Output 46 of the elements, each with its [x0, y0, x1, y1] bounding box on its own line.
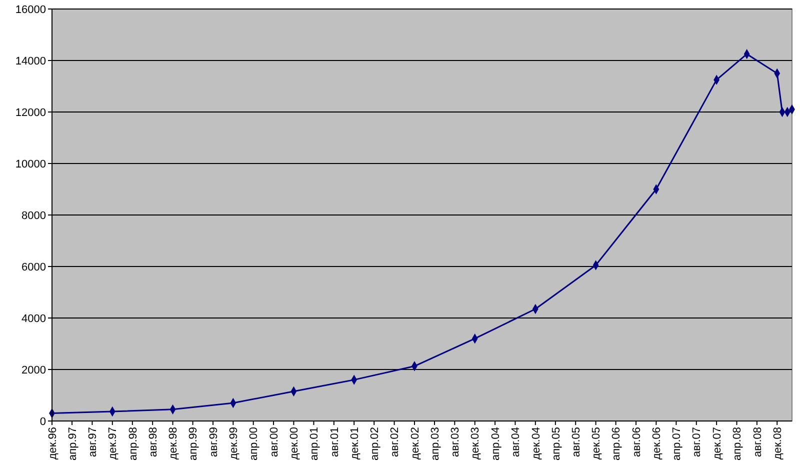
- x-tick-label: дек.01: [348, 427, 361, 460]
- x-tick-label: авг.06: [630, 427, 643, 457]
- y-tick-label: 4000: [22, 312, 46, 325]
- x-tick-label: авг.07: [691, 427, 704, 457]
- y-tick-label: 16000: [15, 4, 46, 16]
- x-tick-label: дек.99: [228, 427, 240, 460]
- x-tick-label: авг.08: [752, 427, 764, 457]
- x-tick-label: апр.05: [550, 427, 562, 460]
- x-tick-label: авг.98: [147, 427, 160, 457]
- x-tick-label: апр.01: [308, 427, 321, 460]
- y-tick-label: 12000: [15, 106, 46, 119]
- x-tick-label: авг.00: [268, 427, 280, 457]
- x-tick-label: авг.97: [87, 427, 100, 457]
- x-tick-label: дек.98: [168, 427, 180, 460]
- y-tick-label: 0: [40, 416, 46, 428]
- x-tick-label: дек.00: [288, 427, 301, 460]
- y-tick-label: 10000: [15, 158, 46, 170]
- y-tick-label: 14000: [15, 55, 46, 68]
- x-tick-label: апр.00: [248, 427, 260, 460]
- x-tick-label: апр.06: [610, 427, 623, 460]
- x-tick-label: апр.03: [429, 427, 442, 460]
- x-tick-label: авг.02: [389, 427, 402, 457]
- x-tick-label: дек.08: [772, 427, 784, 460]
- x-tick-label: авг.03: [450, 427, 462, 457]
- x-tick-label: дек.97: [107, 427, 120, 460]
- x-tick-label: дек.06: [651, 427, 664, 460]
- y-tick-label: 2000: [22, 364, 46, 376]
- x-tick-label: дек.05: [590, 427, 603, 460]
- x-tick-label: авг.99: [208, 427, 220, 457]
- x-tick-label: дек.02: [409, 427, 422, 460]
- x-tick-label: дек.03: [470, 427, 482, 460]
- y-tick-label: 6000: [22, 261, 46, 274]
- x-tick-label: авг.05: [570, 427, 582, 457]
- x-tick-label: дек.96: [46, 427, 59, 460]
- x-tick-label: апр.98: [127, 427, 140, 460]
- x-tick-label: апр.97: [66, 427, 79, 460]
- x-tick-label: апр.04: [490, 427, 502, 460]
- x-tick-label: апр.02: [368, 427, 381, 460]
- x-tick-label: апр.99: [188, 427, 200, 460]
- x-tick-label: апр.08: [732, 427, 744, 460]
- x-tick-label: авг.04: [510, 427, 522, 457]
- x-tick-label: дек.04: [530, 427, 542, 460]
- x-tick-label: апр.07: [671, 427, 684, 460]
- x-tick-label: дек.07: [711, 427, 724, 460]
- y-tick-label: 8000: [22, 210, 46, 222]
- x-tick-label: авг.01: [328, 427, 341, 457]
